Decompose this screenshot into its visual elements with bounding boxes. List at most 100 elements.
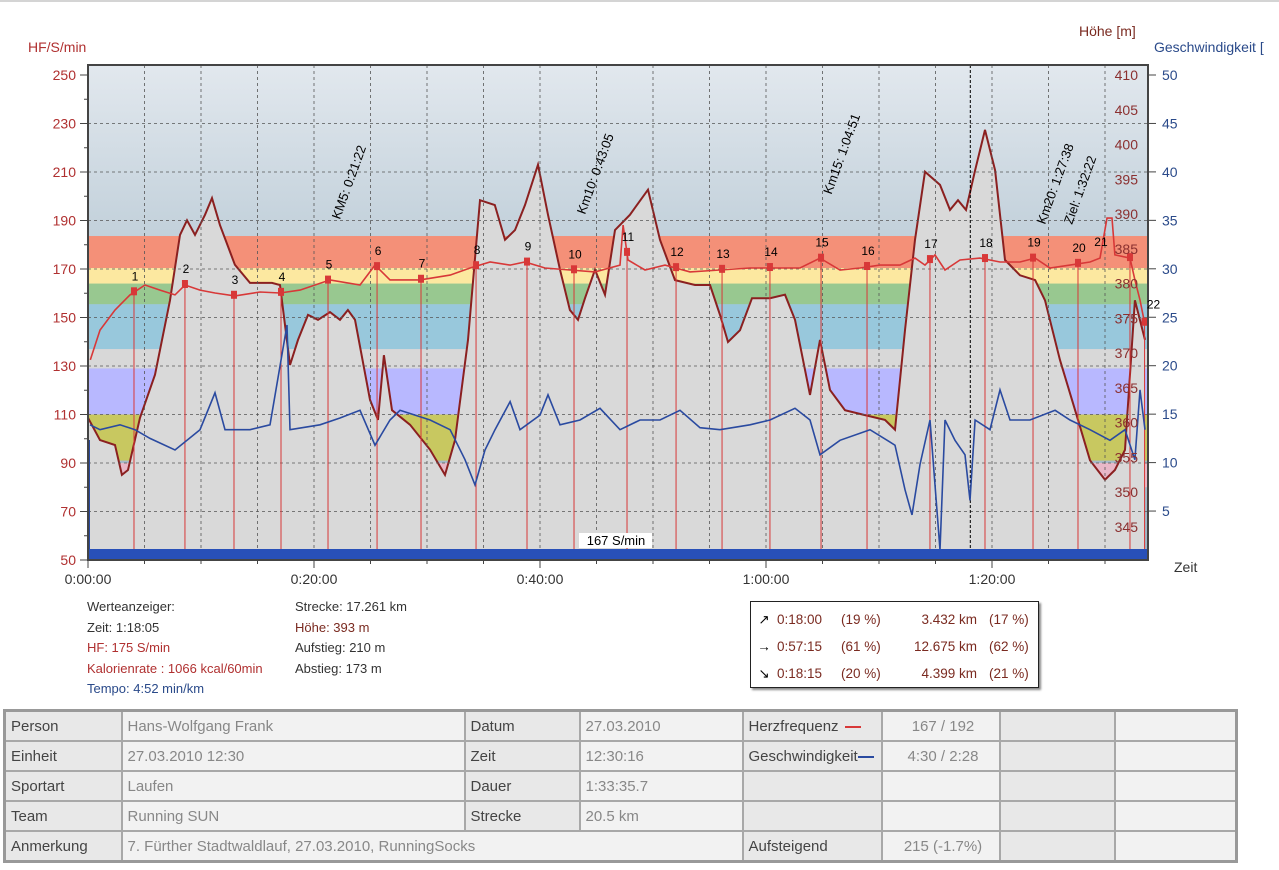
unit-value: 27.03.2010 12:30 bbox=[120, 740, 466, 772]
elevation-area bbox=[88, 129, 1145, 560]
elevation-line bbox=[88, 129, 1146, 482]
plot-frame bbox=[87, 64, 1149, 561]
readout-pace: Tempo: 4:52 min/km bbox=[87, 681, 205, 696]
elevation-tick-label: 390 bbox=[1115, 206, 1139, 222]
speed-tick-label: 30 bbox=[1162, 261, 1178, 277]
empty-cell bbox=[998, 830, 1116, 863]
lap-marker-square bbox=[1074, 258, 1081, 267]
hf-tick-label: 150 bbox=[53, 310, 77, 326]
lap-label: 9 bbox=[525, 240, 532, 254]
hf-tick-label: 250 bbox=[53, 67, 77, 83]
time-tick-label: 0:20:00 bbox=[291, 571, 338, 587]
note-value: 7. Fürther Stadtwaldlauf, 27.03.2010, Ru… bbox=[120, 830, 744, 863]
speed-legend-swatch-icon bbox=[857, 755, 874, 758]
team-label: Team bbox=[3, 800, 123, 832]
table-row: Sportart Laufen Dauer 1:33:35.7 bbox=[3, 770, 1238, 802]
gradient-summary-box: ↗ 0:18:00 (19 %) 3.432 km (17 %) → 0:57:15 (61… bbox=[750, 601, 1039, 688]
readout-ascent: Aufstieg: 210 m bbox=[295, 640, 386, 655]
empty-cell bbox=[741, 770, 883, 802]
elevation-tick-label: 370 bbox=[1115, 345, 1139, 361]
training-chart[interactable]: HF/S/min Höhe [m] Geschwindigkeit [ Zeit… bbox=[0, 0, 1279, 590]
empty-cell bbox=[741, 800, 883, 832]
lap-marker-square bbox=[818, 253, 825, 262]
hf-tick-label: 110 bbox=[54, 407, 77, 423]
duration-value: 1:33:35.7 bbox=[578, 770, 744, 802]
lap-label: 6 bbox=[375, 244, 382, 258]
summary-distance-percent: (17 %) bbox=[989, 612, 1029, 627]
value-readout-left: Werteanzeiger: Zeit: 1:18:05 HF: 175 S/m… bbox=[87, 597, 263, 700]
lap-marker-square bbox=[719, 264, 726, 273]
table-row: Person Hans-Wolfgang Frank Datum 27.03.2… bbox=[3, 709, 1238, 742]
lap-marker-square bbox=[473, 261, 480, 270]
empty-cell bbox=[998, 770, 1116, 802]
empty-cell bbox=[1113, 830, 1238, 863]
elevation-tick-label: 345 bbox=[1115, 519, 1139, 535]
lap-label: 13 bbox=[716, 247, 730, 261]
table-row: Team Running SUN Strecke 20.5 km bbox=[3, 800, 1238, 832]
summary-row-flat: → 0:57:15 (61 %) 12.675 km (62 %) bbox=[751, 634, 1038, 659]
summary-time-percent: (19 %) bbox=[841, 612, 881, 627]
lap-marker-square bbox=[766, 263, 773, 272]
time-value: 12:30:16 bbox=[578, 740, 744, 772]
table-row: Anmerkung 7. Fürther Stadtwaldlauf, 27.0… bbox=[3, 830, 1238, 863]
heart-rate-legend-swatch-icon bbox=[844, 725, 861, 728]
readout-calorie-rate: Kalorienrate : 1066 kcal/60min bbox=[87, 660, 263, 676]
elevation-tick-label: 400 bbox=[1115, 137, 1139, 153]
summary-distance: 3.432 km bbox=[921, 612, 977, 627]
readout-title: Werteanzeiger: bbox=[87, 599, 175, 614]
hf-tick-label: 230 bbox=[53, 116, 77, 132]
lap-marker-square bbox=[230, 290, 237, 299]
lap-label: 15 bbox=[815, 236, 829, 250]
elevation-tick-label: 380 bbox=[1115, 276, 1139, 292]
person-value: Hans-Wolfgang Frank bbox=[120, 709, 466, 742]
speed-tick-label: 10 bbox=[1162, 455, 1178, 471]
time-label: Zeit bbox=[463, 740, 581, 772]
elevation-tick-label: 385 bbox=[1115, 241, 1139, 257]
value-readout-right: Strecke: 17.261 km Höhe: 393 m Aufstieg:… bbox=[295, 597, 407, 679]
lap-marker-square bbox=[571, 265, 578, 274]
summary-distance: 4.399 km bbox=[921, 666, 977, 681]
duration-label: Dauer bbox=[463, 770, 581, 802]
heart-rate-label: Herzfrequenz bbox=[741, 709, 883, 742]
speed-value: 4:30 / 2:28 bbox=[880, 740, 1001, 772]
x-axis-title: Zeit bbox=[1174, 559, 1197, 575]
hf-tick-label: 130 bbox=[53, 358, 77, 374]
hf-tick-label: 190 bbox=[53, 213, 77, 229]
lap-label: 3 bbox=[232, 273, 239, 287]
heart-rate-line bbox=[89, 217, 1146, 361]
time-tick-label: 0:00:00 bbox=[65, 571, 112, 587]
elevation-tick-label: 365 bbox=[1115, 380, 1139, 396]
speed-tick-label: 35 bbox=[1162, 212, 1178, 228]
lap-marker-square bbox=[864, 262, 871, 271]
readout-heart-rate: HF: 175 S/min bbox=[87, 640, 171, 655]
average-hf-bar bbox=[88, 549, 1148, 559]
window-top-border bbox=[0, 0, 1279, 2]
empty-cell bbox=[1113, 709, 1238, 742]
team-value: Running SUN bbox=[120, 800, 466, 832]
heart-rate-value: 167 / 192 bbox=[880, 709, 1001, 742]
date-value: 27.03.2010 bbox=[578, 709, 744, 742]
table-row: Einheit 27.03.2010 12:30 Zeit 12:30:16 G… bbox=[3, 740, 1238, 772]
heart-rate-legend-label: Herzfrequenz bbox=[748, 717, 839, 735]
lap-label: 11 bbox=[622, 230, 635, 244]
lap-label: 10 bbox=[568, 247, 582, 261]
hf-tick-label: 210 bbox=[53, 164, 77, 180]
empty-cell bbox=[998, 709, 1116, 742]
average-hf-label-bg bbox=[579, 533, 652, 548]
lap-marker-square bbox=[673, 263, 680, 272]
speed-tick-label: 15 bbox=[1162, 406, 1178, 422]
average-hf-label: 167 S/min bbox=[587, 533, 646, 548]
summary-row-uphill: ↗ 0:18:00 (19 %) 3.432 km (17 %) bbox=[751, 607, 1038, 632]
lap-marker-square bbox=[181, 280, 188, 289]
empty-cell bbox=[1113, 770, 1238, 802]
sport-label: Sportart bbox=[3, 770, 123, 802]
time-tick-label: 0:40:00 bbox=[517, 571, 564, 587]
speed-tick-label: 20 bbox=[1162, 358, 1178, 374]
lap-label: 14 bbox=[764, 245, 778, 259]
summary-time: 0:57:15 bbox=[777, 639, 823, 654]
hf-tick-label: 170 bbox=[53, 261, 77, 277]
lap-label: 21 bbox=[1094, 235, 1108, 249]
elevation-tick-label: 375 bbox=[1115, 310, 1139, 326]
speed-line bbox=[89, 324, 1146, 550]
lap-label: 5 bbox=[326, 258, 333, 272]
